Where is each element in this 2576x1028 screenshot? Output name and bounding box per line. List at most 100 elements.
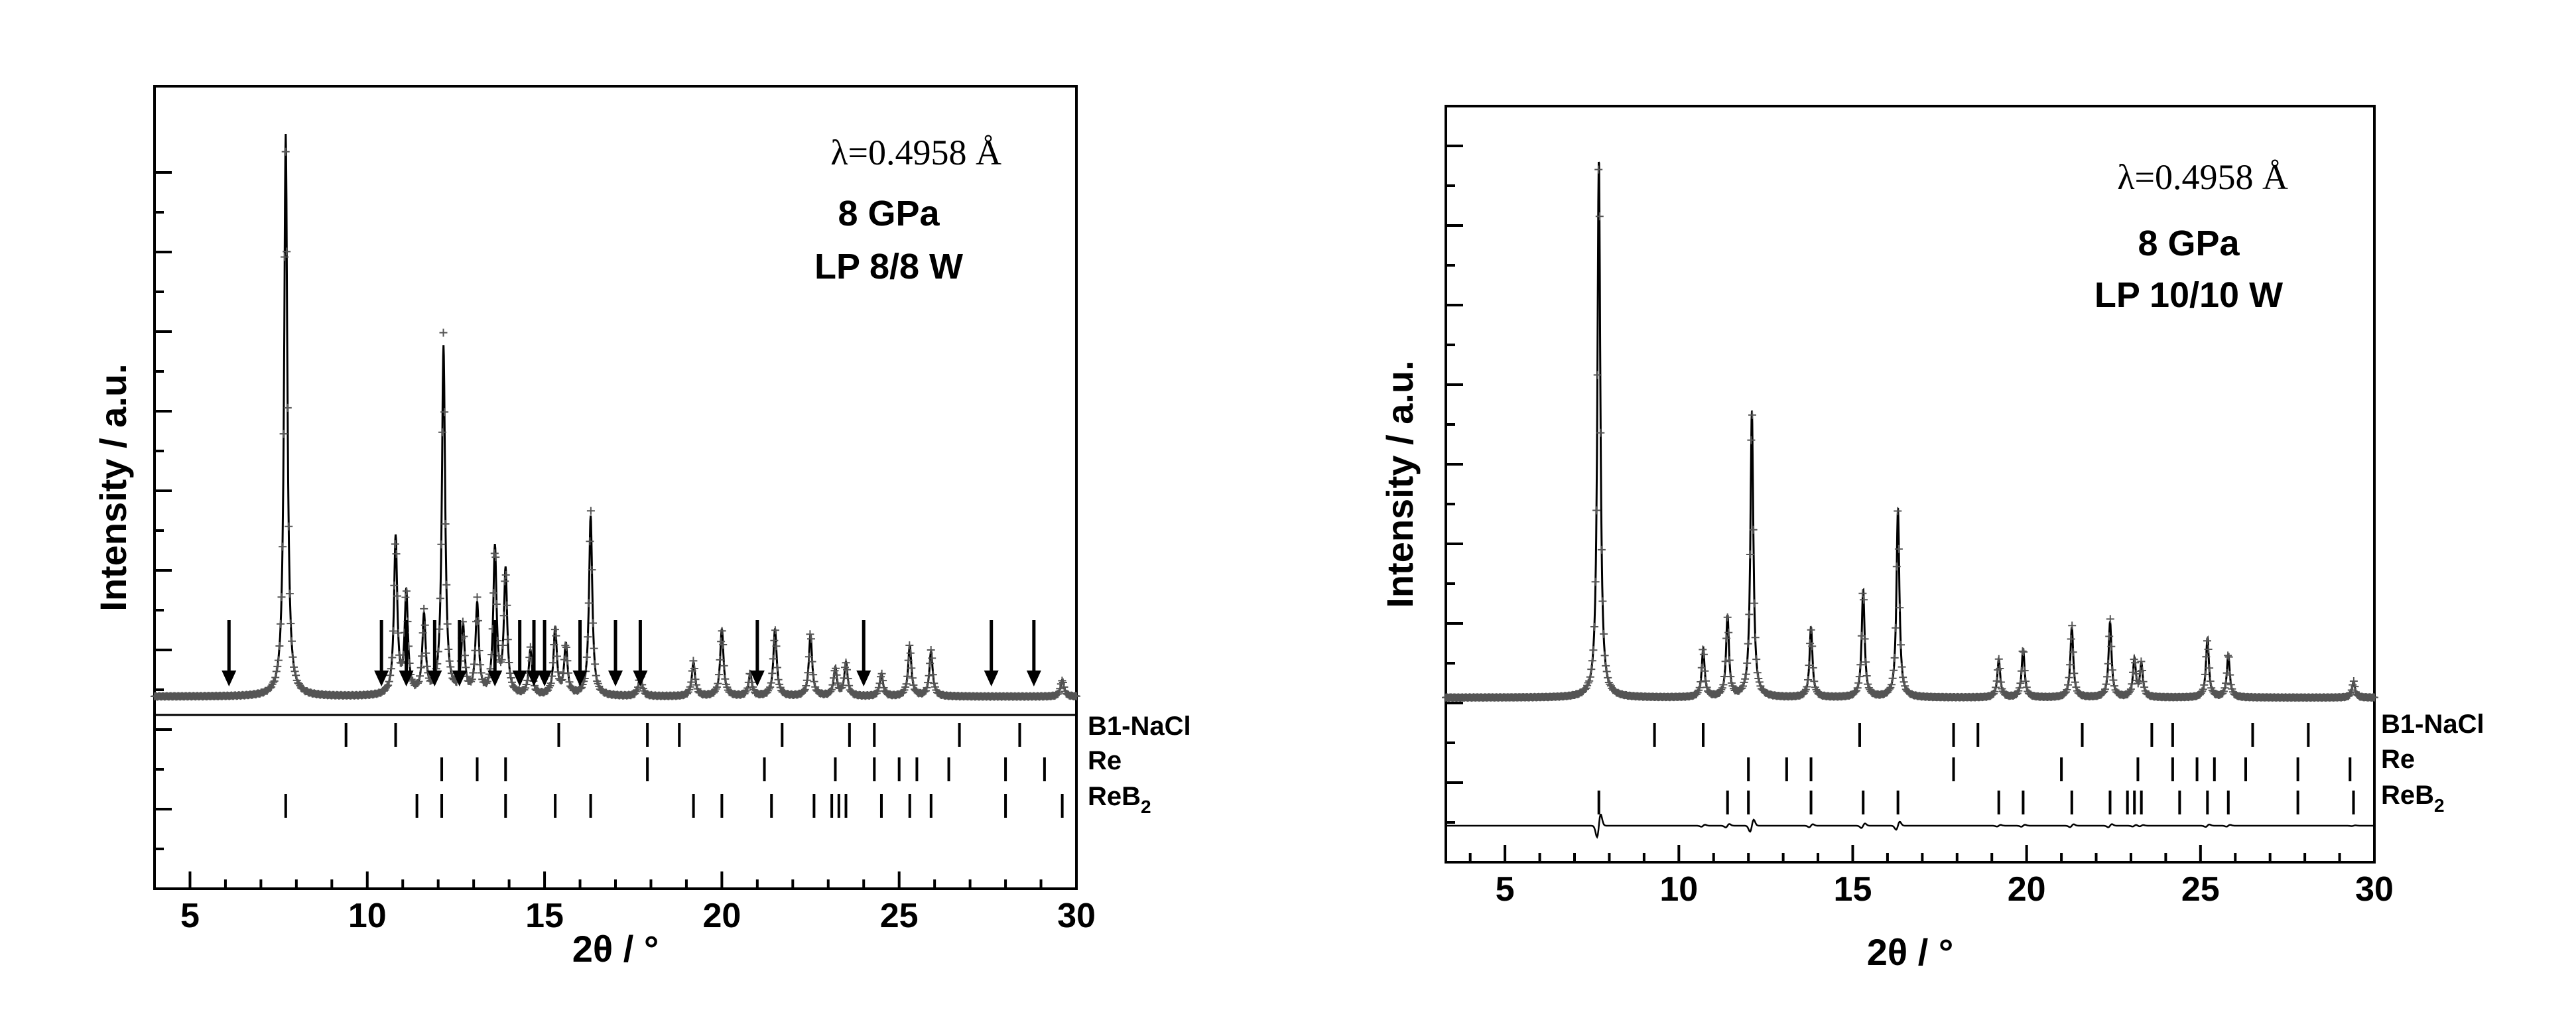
observed-point-marker [2222, 679, 2230, 688]
observed-point-marker [1722, 634, 1731, 643]
observed-point-marker [463, 672, 472, 680]
observed-point-marker [387, 665, 395, 673]
observed-point-marker [809, 671, 818, 679]
observed-point-marker [2201, 670, 2209, 678]
observed-point-marker [1588, 657, 1596, 665]
observed-point-marker [1898, 663, 1906, 671]
observed-point-marker [2022, 683, 2031, 692]
observed-point-marker [392, 550, 401, 558]
observed-point-marker [1594, 165, 1603, 174]
observed-point-marker [446, 663, 455, 671]
observed-point-marker [1741, 675, 1750, 683]
observed-point-marker [2130, 655, 2138, 664]
chart-panel-right: 5 10 15 20 25 30 2θ / ° Intensity / a.u. λ=0.… [1379, 105, 2484, 973]
observed-point-marker [492, 600, 501, 608]
observed-point-marker [1602, 661, 1610, 670]
observed-point-marker [1586, 673, 1594, 681]
observed-point-marker [1740, 678, 1748, 686]
observed-point-marker [923, 683, 931, 692]
observed-point-marker [765, 684, 773, 693]
arrow-head [1026, 671, 1041, 686]
observed-point-marker [2132, 670, 2140, 678]
observed-point-marker [443, 619, 452, 628]
observed-point-marker [2139, 677, 2148, 686]
observed-point-marker [584, 633, 592, 641]
observed-point-marker [1748, 411, 1756, 419]
observed-point-marker [1749, 525, 1758, 534]
observed-point-marker [1590, 623, 1598, 631]
observed-point-marker [507, 674, 515, 682]
observed-point-marker [925, 671, 933, 680]
observed-point-marker [563, 657, 572, 665]
observed-point-marker [591, 660, 600, 669]
observed-point-marker [1894, 545, 1903, 553]
observed-point-marker [692, 680, 700, 689]
observed-point-marker [439, 328, 448, 337]
observed-point-marker [442, 580, 451, 589]
observed-point-marker [719, 641, 728, 649]
observed-point-marker [1587, 665, 1596, 674]
observed-point-marker [489, 589, 498, 598]
observed-point-marker [1717, 685, 1726, 694]
observed-point-marker [906, 649, 915, 657]
arrow-head [374, 671, 389, 686]
observed-point-marker [1805, 661, 1813, 670]
observed-point-marker [576, 684, 585, 693]
observed-point-marker [397, 659, 406, 667]
observed-point-marker [475, 647, 483, 655]
observed-point-marker [1060, 683, 1068, 691]
observed-point-marker [720, 661, 728, 670]
observed-point-marker [1701, 667, 1709, 675]
observed-point-marker [460, 632, 468, 641]
x-tick-label: 10 [348, 897, 387, 935]
observed-point-marker [1598, 597, 1607, 606]
difference-curve [1446, 814, 2374, 839]
arrow-head [512, 671, 527, 686]
observed-point-marker [769, 655, 777, 663]
observed-point-marker [548, 672, 556, 680]
observed-point-marker [505, 669, 514, 677]
observed-point-marker [1855, 673, 1864, 681]
observed-point-marker [1810, 677, 1819, 686]
arrow-head [222, 671, 237, 686]
observed-point-marker [468, 675, 476, 684]
observed-point-marker [2104, 659, 2112, 668]
observed-point-marker [473, 593, 482, 602]
observed-point-marker [877, 669, 886, 678]
observed-point-marker [721, 675, 730, 683]
observed-point-marker [772, 642, 781, 651]
observed-point-marker [690, 665, 698, 673]
observed-point-marker [1593, 371, 1602, 379]
observed-point-marker [1897, 641, 1905, 649]
observed-point-marker [873, 687, 882, 695]
observed-point-marker [801, 685, 809, 694]
observed-point-marker [1747, 436, 1756, 444]
observed-point-marker [2219, 687, 2228, 696]
arrow-head [527, 671, 542, 686]
observed-point-marker [1888, 680, 1896, 689]
observed-point-marker [589, 619, 597, 627]
observed-point-marker [1890, 653, 1899, 662]
observed-point-marker [547, 679, 555, 688]
observed-point-marker [501, 577, 509, 586]
observed-point-marker [393, 592, 401, 600]
observed-point-marker [1901, 682, 1909, 690]
observed-point-marker [2102, 680, 2110, 688]
observed-point-marker [1994, 655, 2003, 663]
observed-point-marker [2067, 635, 2075, 643]
observed-point-marker [1054, 690, 1063, 698]
observed-point-marker [1808, 642, 1817, 651]
observed-point-marker [1900, 678, 1908, 686]
observed-point-marker [273, 662, 282, 671]
observed-point-marker [1899, 673, 1907, 682]
observed-point-marker [279, 543, 287, 551]
observed-point-marker [523, 676, 532, 684]
observed-point-marker [2224, 651, 2232, 660]
observed-point-marker [929, 671, 937, 679]
observed-point-marker [1888, 674, 1897, 682]
observed-point-marker [743, 684, 752, 692]
x-tick-label: 25 [2181, 870, 2220, 909]
sample-annotation: LP 10/10 W [2094, 275, 2283, 315]
arrow-head [984, 671, 999, 686]
observed-point-marker [290, 663, 298, 671]
